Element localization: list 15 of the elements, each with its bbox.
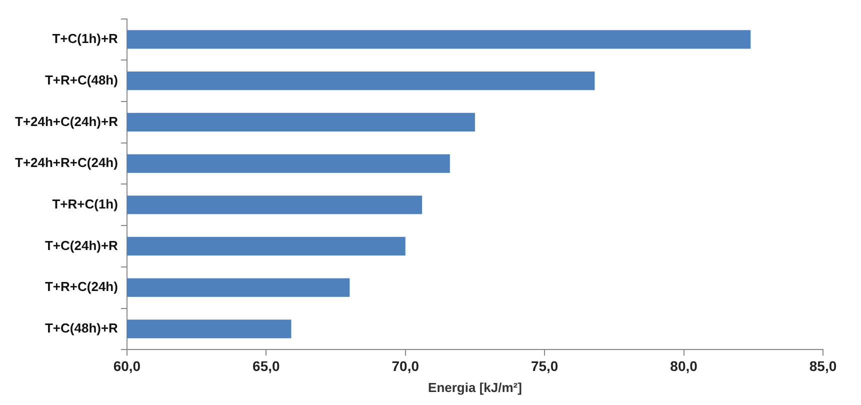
- y-tick-label: T+R+C(48h): [44, 72, 118, 88]
- x-tick-label: 70,0: [392, 358, 420, 374]
- x-axis-title: Energia [kJ/m²]: [428, 380, 522, 395]
- y-tick-label: T+C(1h)+R: [52, 31, 119, 46]
- y-tick-label: T+R+C(24h): [44, 279, 118, 294]
- x-tick-label: 75,0: [530, 358, 558, 374]
- y-tick-label: T+C(24h)+R: [44, 238, 119, 253]
- y-tick-label: T+R+C(1h): [52, 196, 118, 212]
- y-tick-label: T+C(48h)+R: [44, 320, 119, 336]
- y-tick-label: T+24h+C(24h)+R: [15, 114, 119, 129]
- x-tick-label: 85,0: [809, 358, 837, 374]
- x-tick-label: 65,0: [252, 358, 280, 374]
- y-tick-label: T+24h+R+C(24h): [15, 155, 118, 170]
- x-tick-label: 80,0: [670, 358, 698, 374]
- x-tick-label: 60,0: [113, 358, 141, 374]
